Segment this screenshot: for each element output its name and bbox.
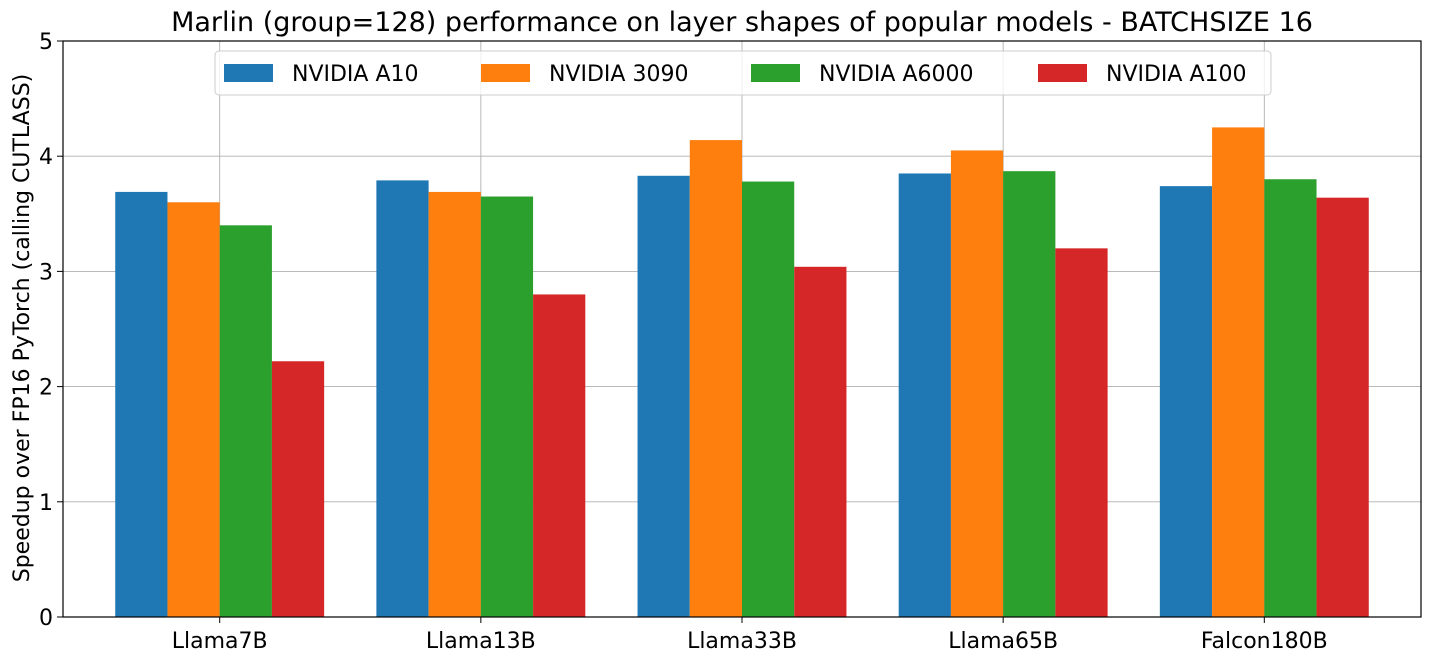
legend-label: NVIDIA A100 xyxy=(1106,62,1247,87)
y-axis-ticks: 0 1 2 3 4 5 xyxy=(39,30,63,631)
legend-frame xyxy=(214,50,1272,96)
x-tick-label: Falcon180B xyxy=(1201,629,1328,654)
x-tick-label: Llama65B xyxy=(948,629,1058,654)
bar-nvidia-a6000-llama65b xyxy=(1003,171,1056,617)
bar-nvidia-a100-llama7b xyxy=(271,361,325,617)
bar-nvidia-a100-llama65b xyxy=(1055,248,1108,618)
legend-label: NVIDIA 3090 xyxy=(549,62,688,87)
legend-label: NVIDIA A6000 xyxy=(819,62,974,87)
bar-nvidia-3090-llama33b xyxy=(689,140,742,617)
bar-nvidia-a6000-llama7b xyxy=(219,225,272,617)
x-tick-label: Llama7B xyxy=(172,629,268,654)
x-axis-ticks: Llama7B Llama13B Llama33B Llama65B Falcon180… xyxy=(172,617,1328,654)
bar-nvidia-a10-llama33b xyxy=(637,175,690,617)
bar-nvidia-a6000-falcon180b xyxy=(1264,179,1317,618)
y-tick-label: 3 xyxy=(39,260,53,285)
x-tick-label: Llama13B xyxy=(426,629,536,654)
bar-nvidia-3090-llama7b xyxy=(167,202,220,617)
bar-nvidia-a100-falcon180b xyxy=(1316,197,1369,617)
y-tick-label: 4 xyxy=(39,145,53,170)
bar-nvidia-a100-llama33b xyxy=(794,266,847,617)
legend: NVIDIA A10 NVIDIA 3090 NVIDIA A6000 NVIDIA … xyxy=(214,50,1272,96)
legend-swatch xyxy=(751,64,800,82)
bar-nvidia-a10-llama13b xyxy=(376,180,429,617)
y-tick-label: 2 xyxy=(39,376,53,401)
bar-nvidia-a6000-llama33b xyxy=(742,181,795,617)
y-axis-label: Speedup over FP16 PyTorch (calling CUTLA… xyxy=(10,74,35,583)
bar-nvidia-3090-falcon180b xyxy=(1212,127,1265,618)
bar-nvidia-a10-llama65b xyxy=(898,173,951,618)
bars xyxy=(115,127,1369,618)
legend-swatch xyxy=(1038,64,1087,82)
x-tick-label: Llama33B xyxy=(687,629,797,654)
bar-nvidia-a6000-llama13b xyxy=(480,196,534,617)
bar-nvidia-3090-llama65b xyxy=(950,150,1004,617)
y-tick-label: 0 xyxy=(39,606,53,631)
y-tick-label: 5 xyxy=(39,30,53,55)
legend-label: NVIDIA A10 xyxy=(292,62,419,87)
legend-swatch xyxy=(224,64,273,82)
bar-nvidia-a10-falcon180b xyxy=(1159,186,1213,618)
legend-swatch xyxy=(481,64,530,82)
bar-nvidia-a10-llama7b xyxy=(115,191,168,618)
bar-nvidia-3090-llama13b xyxy=(428,191,481,618)
y-tick-label: 1 xyxy=(39,491,53,516)
bar-nvidia-a100-llama13b xyxy=(533,294,586,617)
chart-title: Marlin (group=128) performance on layer … xyxy=(171,7,1313,38)
